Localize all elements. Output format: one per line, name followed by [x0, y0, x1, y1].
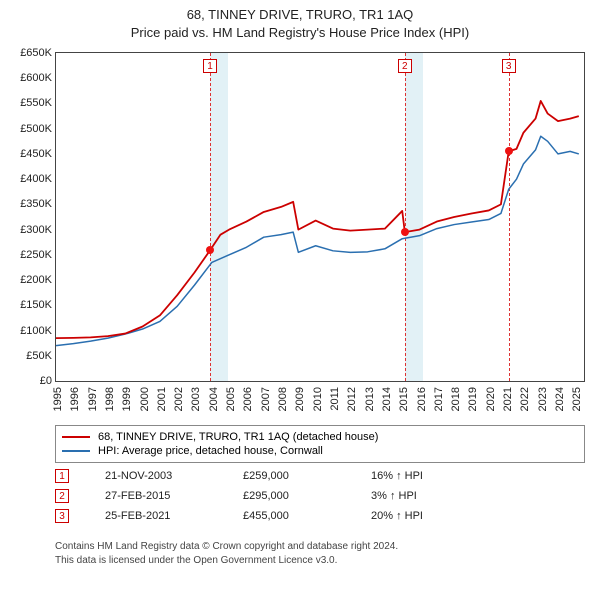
- x-tick-label: 2005: [221, 387, 237, 411]
- x-tick-label: 2013: [360, 387, 376, 411]
- y-tick-label: £450K: [4, 148, 52, 160]
- chart-titles: 68, TINNEY DRIVE, TRURO, TR1 1AQ Price p…: [0, 0, 600, 42]
- legend-row-hpi: HPI: Average price, detached house, Corn…: [62, 444, 578, 458]
- legend-box: 68, TINNEY DRIVE, TRURO, TR1 1AQ (detach…: [55, 425, 585, 463]
- x-tick-label: 2023: [533, 387, 549, 411]
- x-tick-label: 2010: [308, 387, 324, 411]
- y-tick-label: £50K: [4, 350, 52, 362]
- sales-pct: 3% ↑ HPI: [371, 490, 511, 502]
- sales-price: £455,000: [243, 510, 343, 522]
- x-tick-label: 2015: [394, 387, 410, 411]
- sale-marker: 2: [398, 59, 412, 73]
- plot-container: 68, TINNEY DRIVE, TRURO, TR1 1AQ Price p…: [0, 0, 600, 590]
- y-tick-label: £250K: [4, 249, 52, 261]
- sales-table: 1 21-NOV-2003 £259,000 16% ↑ HPI 2 27-FEB-201…: [55, 466, 585, 526]
- sales-pct: 20% ↑ HPI: [371, 510, 511, 522]
- chart-svg: [56, 53, 584, 381]
- x-tick-label: 2019: [463, 387, 479, 411]
- title-line-2: Price paid vs. HM Land Registry's House …: [8, 24, 592, 42]
- x-tick-label: 1995: [48, 387, 64, 411]
- footer-line-2: This data is licensed under the Open Gov…: [55, 554, 585, 568]
- y-tick-label: £300K: [4, 224, 52, 236]
- x-tick-label: 2001: [152, 387, 168, 411]
- sale-dot: [206, 246, 214, 254]
- y-tick-label: £500K: [4, 123, 52, 135]
- sales-num-box: 2: [55, 489, 69, 503]
- x-tick-label: 2024: [550, 387, 566, 411]
- x-tick-label: 2014: [377, 387, 393, 411]
- sale-dot: [401, 228, 409, 236]
- x-tick-label: 2006: [238, 387, 254, 411]
- sales-pct: 16% ↑ HPI: [371, 470, 511, 482]
- y-tick-label: £200K: [4, 274, 52, 286]
- y-tick-label: £100K: [4, 325, 52, 337]
- sales-date: 25-FEB-2021: [105, 510, 215, 522]
- sales-date: 21-NOV-2003: [105, 470, 215, 482]
- legend-label-property: 68, TINNEY DRIVE, TRURO, TR1 1AQ (detach…: [98, 431, 378, 443]
- x-tick-label: 2000: [135, 387, 151, 411]
- x-tick-label: 1998: [100, 387, 116, 411]
- sale-marker: 1: [203, 59, 217, 73]
- x-tick-label: 2012: [342, 387, 358, 411]
- sale-marker: 3: [502, 59, 516, 73]
- x-tick-label: 2016: [412, 387, 428, 411]
- x-tick-label: 2017: [429, 387, 445, 411]
- sales-num-box: 1: [55, 469, 69, 483]
- y-tick-label: £350K: [4, 198, 52, 210]
- x-tick-label: 2021: [498, 387, 514, 411]
- legend-swatch-hpi: [62, 450, 90, 452]
- sales-date: 27-FEB-2015: [105, 490, 215, 502]
- x-tick-label: 2011: [325, 387, 341, 411]
- y-tick-label: £0: [4, 375, 52, 387]
- x-tick-label: 2020: [481, 387, 497, 411]
- sales-row: 1 21-NOV-2003 £259,000 16% ↑ HPI: [55, 466, 585, 486]
- legend-row-property: 68, TINNEY DRIVE, TRURO, TR1 1AQ (detach…: [62, 430, 578, 444]
- sales-num-box: 3: [55, 509, 69, 523]
- y-tick-label: £650K: [4, 47, 52, 59]
- y-tick-label: £150K: [4, 299, 52, 311]
- legend-swatch-property: [62, 436, 90, 438]
- y-tick-label: £600K: [4, 72, 52, 84]
- footer-line-1: Contains HM Land Registry data © Crown c…: [55, 540, 585, 554]
- x-tick-label: 2004: [204, 387, 220, 411]
- sales-price: £295,000: [243, 490, 343, 502]
- x-tick-label: 1997: [83, 387, 99, 411]
- footer-attribution: Contains HM Land Registry data © Crown c…: [55, 540, 585, 568]
- x-tick-label: 2018: [446, 387, 462, 411]
- sales-row: 3 25-FEB-2021 £455,000 20% ↑ HPI: [55, 506, 585, 526]
- x-tick-label: 1996: [65, 387, 81, 411]
- x-tick-label: 2008: [273, 387, 289, 411]
- title-line-1: 68, TINNEY DRIVE, TRURO, TR1 1AQ: [8, 6, 592, 24]
- sales-price: £259,000: [243, 470, 343, 482]
- x-tick-label: 2022: [515, 387, 531, 411]
- x-tick-label: 2009: [290, 387, 306, 411]
- x-tick-label: 2002: [169, 387, 185, 411]
- x-tick-label: 2003: [186, 387, 202, 411]
- x-tick-label: 2007: [256, 387, 272, 411]
- sales-row: 2 27-FEB-2015 £295,000 3% ↑ HPI: [55, 486, 585, 506]
- y-tick-label: £550K: [4, 97, 52, 109]
- legend-label-hpi: HPI: Average price, detached house, Corn…: [98, 445, 323, 457]
- chart-plot-area: 1 2 3: [55, 52, 585, 382]
- y-tick-label: £400K: [4, 173, 52, 185]
- x-tick-label: 1999: [117, 387, 133, 411]
- x-tick-label: 2025: [567, 387, 583, 411]
- sale-dot: [505, 147, 513, 155]
